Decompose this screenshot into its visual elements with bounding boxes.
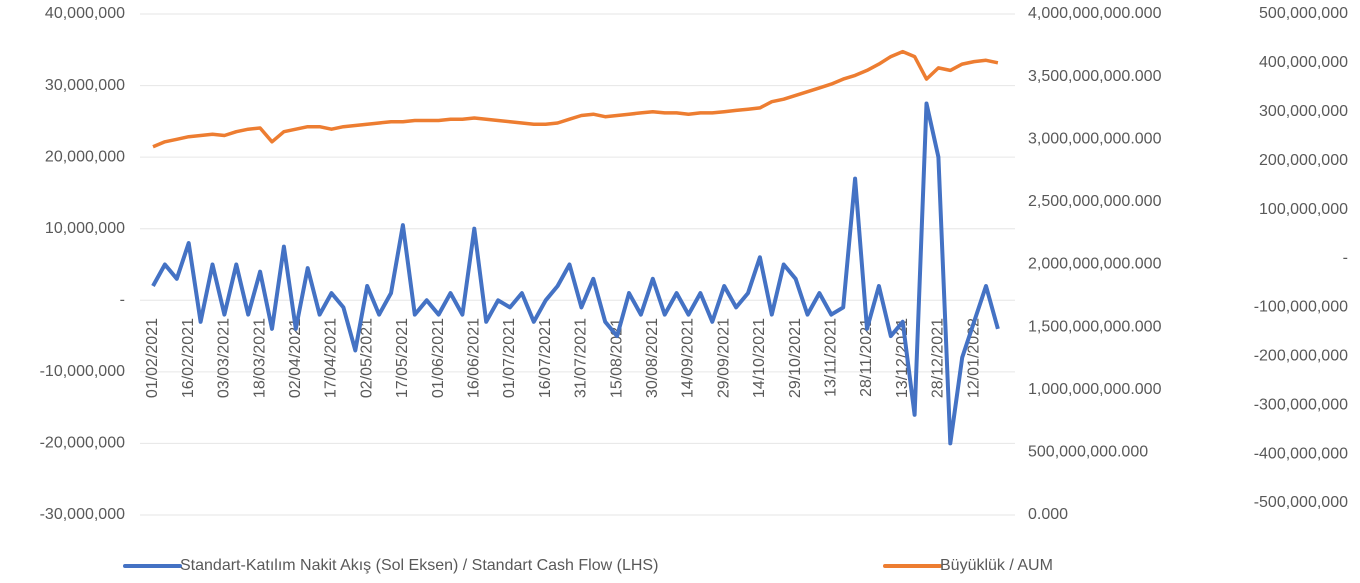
y3-tick-label: 200,000,000 — [1259, 152, 1348, 169]
y2-tick-label: 1,500,000,000.000 — [1028, 318, 1162, 335]
y2-tick-label: 3,500,000,000.000 — [1028, 68, 1162, 85]
x-tick-label: 02/04/2021 — [287, 318, 304, 398]
x-tick-label: 01/02/2021 — [144, 318, 161, 398]
y3-tick-label: 100,000,000 — [1259, 201, 1348, 218]
y3-tick-label: -100,000,000 — [1254, 299, 1348, 316]
y-tick-label: -10,000,000 — [40, 363, 126, 380]
x-tick-label: 16/07/2021 — [537, 318, 554, 398]
x-tick-label: 16/02/2021 — [180, 318, 197, 398]
y-tick-label: -20,000,000 — [40, 435, 126, 452]
y3-tick-label: 400,000,000 — [1259, 54, 1348, 71]
y-tick-label: 10,000,000 — [45, 220, 125, 237]
x-tick-label: 31/07/2021 — [573, 318, 590, 398]
y3-tick-label: 300,000,000 — [1259, 103, 1348, 120]
x-tick-label: 01/07/2021 — [501, 318, 518, 398]
y2-tick-label: 4,000,000,000.000 — [1028, 5, 1162, 22]
x-tick-label: 29/10/2021 — [787, 318, 804, 398]
x-tick-label: 12/01/2022 — [965, 318, 982, 398]
x-tick-label: 17/05/2021 — [394, 318, 411, 398]
y3-tick-label: -500,000,000 — [1254, 494, 1348, 511]
x-tick-label: 01/06/2021 — [430, 318, 447, 398]
y2-tick-label: 3,000,000,000.000 — [1028, 130, 1162, 147]
x-tick-label: 28/11/2021 — [858, 318, 875, 397]
y-tick-label: -30,000,000 — [40, 506, 126, 523]
legend-label: Standart-Katılım Nakit Akış (Sol Eksen) … — [180, 557, 658, 574]
x-tick-label: 03/03/2021 — [216, 318, 233, 398]
y2-tick-label: 500,000,000.000 — [1028, 444, 1148, 461]
y3-tick-label: -300,000,000 — [1254, 396, 1348, 413]
x-tick-label: 17/04/2021 — [323, 318, 340, 398]
x-tick-label: 14/10/2021 — [751, 318, 768, 398]
y2-tick-label: 2,500,000,000.000 — [1028, 193, 1162, 210]
x-tick-label: 15/08/2021 — [608, 318, 625, 398]
series-line — [152, 49, 999, 149]
x-tick-label: 29/09/2021 — [715, 318, 732, 398]
x-tick-label: 16/06/2021 — [466, 318, 483, 398]
x-tick-label: 02/05/2021 — [358, 318, 375, 398]
x-tick-label: 30/08/2021 — [644, 318, 661, 398]
y3-tick-label: 500,000,000 — [1259, 5, 1348, 22]
y3-tick-label: -200,000,000 — [1254, 348, 1348, 365]
y2-tick-label: 2,000,000,000.000 — [1028, 256, 1162, 273]
y-tick-label: 40,000,000 — [45, 5, 125, 22]
y-tick-label: 20,000,000 — [45, 148, 125, 165]
x-tick-label: 13/11/2021 — [823, 318, 840, 397]
y3-tick-label: - — [1343, 250, 1348, 267]
y-tick-label: 30,000,000 — [45, 77, 125, 94]
y-tick-label: - — [120, 292, 125, 309]
legend-label: Büyüklük / AUM — [940, 557, 1053, 574]
y2-tick-label: 1,000,000,000.000 — [1028, 381, 1162, 398]
x-tick-label: 18/03/2021 — [251, 318, 268, 398]
x-tick-label: 28/12/2021 — [930, 318, 947, 398]
series-line — [151, 101, 1000, 446]
y2-tick-label: 0.000 — [1028, 506, 1068, 523]
x-tick-label: 14/09/2021 — [680, 318, 697, 398]
y3-tick-label: -400,000,000 — [1254, 445, 1348, 462]
